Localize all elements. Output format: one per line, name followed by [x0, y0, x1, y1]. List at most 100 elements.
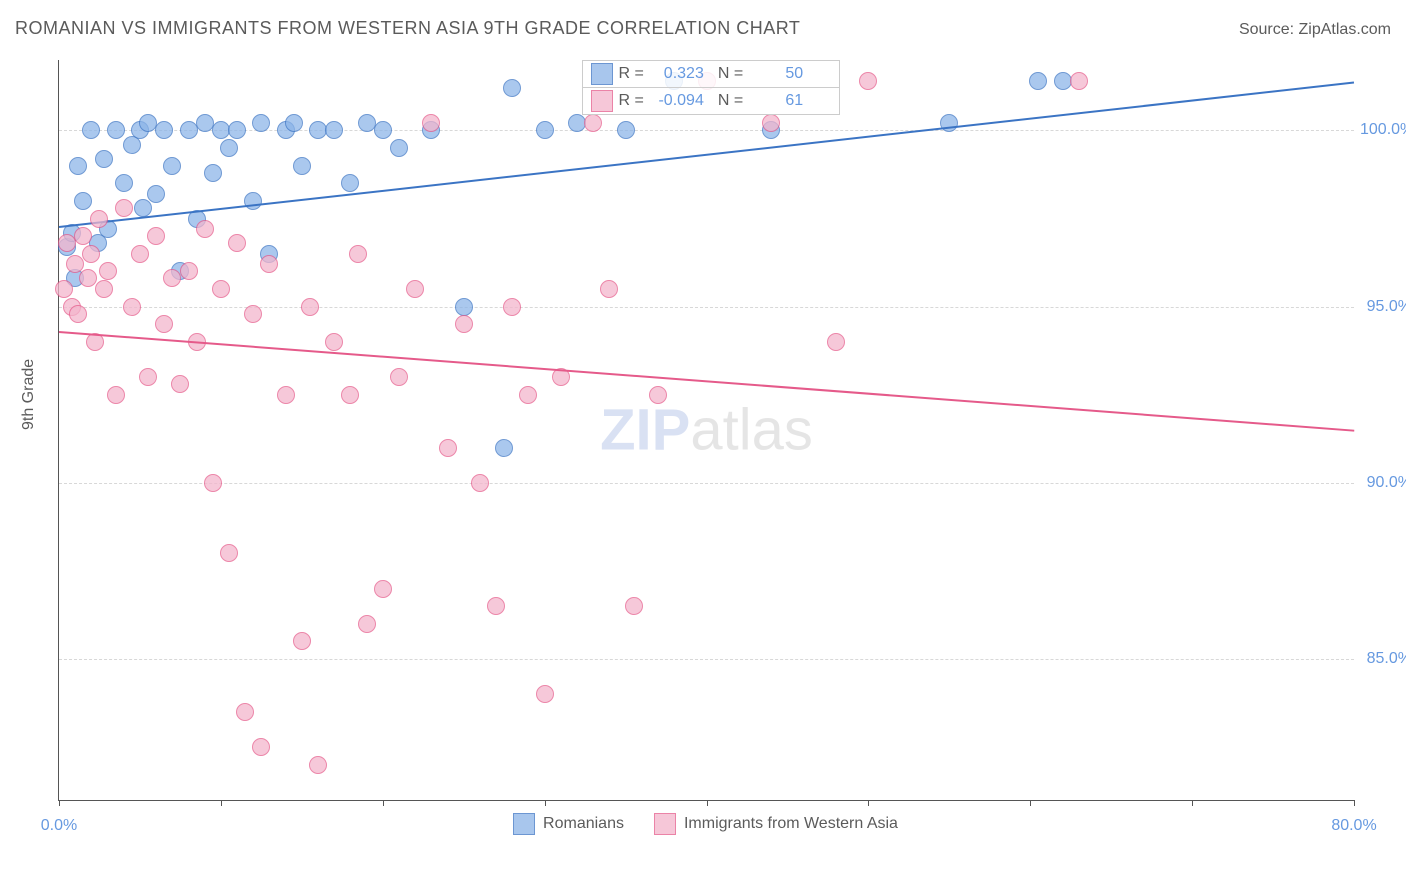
data-point-western_asia [277, 386, 295, 404]
data-point-romanians [107, 121, 125, 139]
x-tick [1192, 800, 1193, 806]
legend-row-romanians: R = 0.323 N = 50 [582, 60, 840, 88]
data-point-romanians [503, 79, 521, 97]
data-point-western_asia [762, 114, 780, 132]
data-point-western_asia [252, 738, 270, 756]
data-point-western_asia [358, 615, 376, 633]
data-point-western_asia [406, 280, 424, 298]
data-point-western_asia [349, 245, 367, 263]
x-tick [59, 800, 60, 806]
data-point-western_asia [115, 199, 133, 217]
data-point-western_asia [107, 386, 125, 404]
data-point-romanians [147, 185, 165, 203]
data-point-western_asia [487, 597, 505, 615]
data-point-western_asia [147, 227, 165, 245]
plot-area: ZIPatlas R =0.323N =50R =-0.094N =61 85.… [58, 60, 1354, 801]
data-point-romanians [390, 139, 408, 157]
data-point-romanians [341, 174, 359, 192]
data-point-western_asia [1070, 72, 1088, 90]
data-point-western_asia [309, 756, 327, 774]
data-point-western_asia [244, 305, 262, 323]
watermark-rest: atlas [690, 398, 813, 463]
legend-N-label: N = [718, 92, 743, 110]
legend-swatch [654, 813, 676, 835]
data-point-western_asia [301, 298, 319, 316]
legend-row-western_asia: R =-0.094N =61 [582, 88, 840, 115]
watermark: ZIPatlas [600, 397, 813, 464]
data-point-romanians [293, 157, 311, 175]
legend-series-label: Romanians [543, 815, 624, 833]
data-point-romanians [495, 439, 513, 457]
legend-series-romanians: Romanians [513, 813, 624, 835]
data-point-western_asia [196, 220, 214, 238]
data-point-romanians [220, 139, 238, 157]
data-point-western_asia [341, 386, 359, 404]
data-point-western_asia [325, 333, 343, 351]
data-point-western_asia [293, 632, 311, 650]
legend-N-value: 50 [753, 65, 803, 83]
data-point-western_asia [519, 386, 537, 404]
y-tick-label: 90.0% [1360, 474, 1406, 492]
data-point-western_asia [155, 315, 173, 333]
data-point-romanians [204, 164, 222, 182]
data-point-romanians [228, 121, 246, 139]
data-point-romanians [82, 121, 100, 139]
legend-correlation: R = 0.323 N = 50R = -0.094 N = 61 [582, 60, 840, 115]
data-point-western_asia [171, 375, 189, 393]
data-point-western_asia [99, 262, 117, 280]
legend-series-label: Immigrants from Western Asia [684, 815, 898, 833]
legend-R-value: 0.323 [654, 65, 704, 83]
data-point-western_asia [220, 544, 238, 562]
data-point-romanians [617, 121, 635, 139]
data-point-romanians [95, 150, 113, 168]
data-point-western_asia [455, 315, 473, 333]
legend-swatch [513, 813, 535, 835]
data-point-western_asia [374, 580, 392, 598]
x-tick [1030, 800, 1031, 806]
data-point-romanians [325, 121, 343, 139]
x-tick [383, 800, 384, 806]
data-point-western_asia [74, 227, 92, 245]
data-point-western_asia [228, 234, 246, 252]
y-tick-label: 95.0% [1360, 298, 1406, 316]
gridline-h [59, 659, 1354, 660]
gridline-h [59, 130, 1354, 131]
data-point-romanians [285, 114, 303, 132]
legend-N-label: N = [718, 65, 743, 83]
data-point-romanians [115, 174, 133, 192]
data-point-romanians [536, 121, 554, 139]
data-point-romanians [252, 114, 270, 132]
gridline-h [59, 483, 1354, 484]
chart-title: ROMANIAN VS IMMIGRANTS FROM WESTERN ASIA… [15, 18, 800, 39]
data-point-western_asia [584, 114, 602, 132]
trendline-western_asia [59, 331, 1354, 432]
data-point-romanians [155, 121, 173, 139]
data-point-western_asia [503, 298, 521, 316]
data-point-western_asia [212, 280, 230, 298]
data-point-western_asia [625, 597, 643, 615]
x-tick [221, 800, 222, 806]
watermark-bold: ZIP [600, 398, 690, 463]
data-point-western_asia [859, 72, 877, 90]
data-point-romanians [455, 298, 473, 316]
data-point-western_asia [79, 269, 97, 287]
legend-swatch [591, 90, 613, 112]
legend-N-value: 61 [753, 92, 803, 110]
data-point-romanians [134, 199, 152, 217]
y-axis-title: 9th Grade [20, 359, 38, 430]
data-point-romanians [163, 157, 181, 175]
data-point-romanians [74, 192, 92, 210]
data-point-western_asia [123, 298, 141, 316]
data-point-romanians [374, 121, 392, 139]
legend-R-value: -0.094 [654, 92, 704, 110]
data-point-western_asia [439, 439, 457, 457]
legend-R-label: R = [619, 65, 644, 83]
data-point-western_asia [69, 305, 87, 323]
data-point-western_asia [536, 685, 554, 703]
data-point-western_asia [90, 210, 108, 228]
x-tick [868, 800, 869, 806]
plot-container: ZIPatlas R =0.323N =50R =-0.094N =61 85.… [58, 60, 1353, 800]
data-point-western_asia [390, 368, 408, 386]
data-point-western_asia [260, 255, 278, 273]
data-point-western_asia [471, 474, 489, 492]
